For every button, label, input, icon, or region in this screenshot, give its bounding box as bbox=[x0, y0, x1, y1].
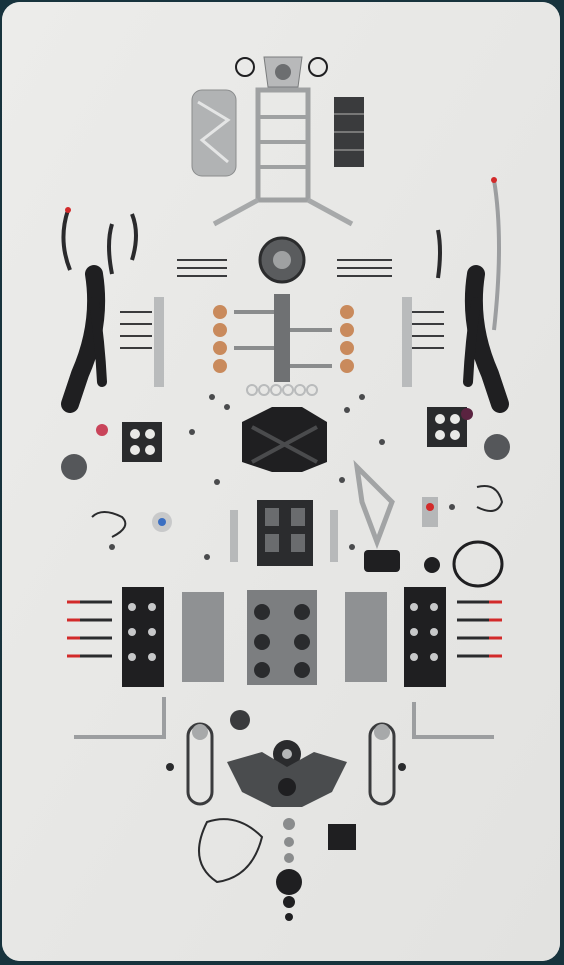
coolant-hoses bbox=[61, 177, 501, 331]
exhaust-pipes bbox=[61, 265, 509, 413]
top-assembly bbox=[191, 56, 364, 227]
bottom-parts bbox=[166, 763, 406, 921]
cylinder-heads bbox=[122, 587, 446, 687]
intake-plenum bbox=[242, 407, 327, 472]
timing-cover bbox=[227, 752, 347, 807]
timing-components bbox=[74, 697, 494, 806]
flywheel bbox=[258, 236, 306, 284]
cylinder-headers-small bbox=[61, 407, 510, 480]
engine-block bbox=[91, 459, 504, 588]
bolt-rows bbox=[120, 259, 444, 349]
spark-plugs bbox=[67, 600, 502, 658]
small-fasteners bbox=[109, 394, 455, 560]
pistons-crankshaft bbox=[154, 294, 412, 396]
